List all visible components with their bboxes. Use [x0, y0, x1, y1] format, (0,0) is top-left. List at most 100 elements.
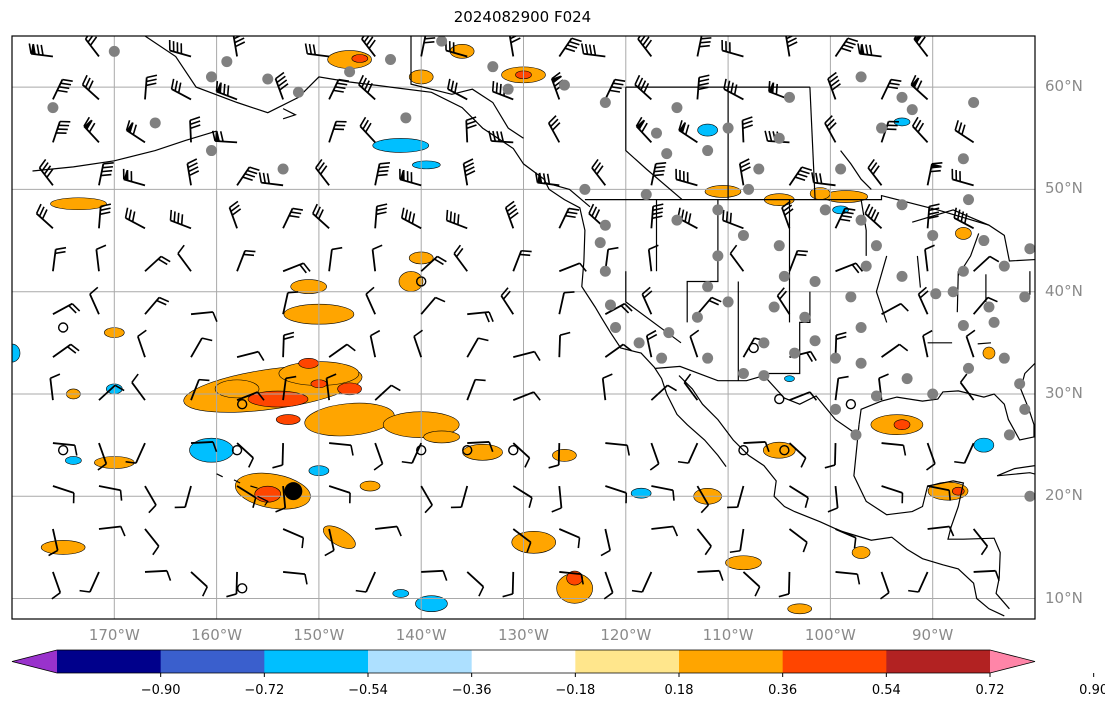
wind-barb — [462, 158, 476, 186]
wind-barb — [282, 331, 295, 358]
station-dot — [870, 240, 882, 252]
wind-barb — [600, 528, 611, 557]
wind-barb — [466, 571, 485, 597]
wind-barb — [97, 442, 108, 471]
station-dot — [855, 322, 867, 333]
negative-anomaly — [372, 138, 430, 153]
wind-barb — [361, 36, 376, 58]
station-dot — [855, 214, 867, 226]
wind-barb — [124, 207, 146, 230]
wind-barb — [98, 525, 126, 537]
colorbar-segment — [264, 650, 369, 673]
wind-barb — [811, 172, 836, 187]
negative-anomaly — [630, 487, 652, 499]
wind-barb — [601, 373, 613, 401]
wind-barb — [558, 262, 587, 273]
colorbar-tick-label: −0.54 — [348, 683, 388, 698]
station-dot — [205, 71, 217, 83]
wind-barb — [52, 246, 67, 272]
station-dot — [789, 347, 801, 359]
wind-barb — [834, 375, 849, 401]
wind-barb — [282, 291, 299, 315]
station-dot — [640, 189, 652, 201]
station-dot — [1024, 490, 1035, 502]
positive-anomaly — [787, 603, 813, 615]
wind-barb — [502, 571, 515, 598]
wind-barb — [635, 116, 653, 143]
station-dot — [870, 390, 882, 402]
wind-barb — [729, 244, 745, 272]
longitude-label: 110°W — [702, 626, 754, 644]
wind-barb — [689, 329, 700, 358]
wind-barb — [304, 43, 330, 58]
wind-barb — [697, 569, 724, 581]
positive-anomaly — [50, 197, 107, 211]
wind-barb — [512, 528, 532, 553]
cuba-outline — [996, 464, 1035, 477]
wind-barb — [605, 485, 628, 504]
station-dot — [737, 368, 749, 380]
strong-positive-anomaly — [247, 390, 309, 408]
wind-barb — [236, 391, 265, 401]
station-dot — [205, 145, 217, 157]
positive-anomaly — [398, 271, 424, 292]
wind-barb — [512, 442, 531, 468]
wind-barb — [857, 43, 882, 58]
wind-barb — [504, 200, 519, 229]
wind-barb — [236, 442, 255, 468]
wind-barb — [641, 286, 653, 315]
wind-barb — [413, 329, 423, 358]
station-dot — [896, 270, 908, 282]
wind-barb — [369, 329, 381, 358]
wind-barb — [834, 207, 856, 229]
wind-barb — [236, 166, 260, 186]
wind-barb — [373, 442, 384, 471]
wind-barb — [465, 116, 477, 143]
station-dot — [1019, 291, 1031, 303]
wind-barb — [645, 329, 658, 358]
wind-barb — [558, 37, 582, 57]
colorbar-segment — [575, 650, 680, 673]
station-dot — [712, 250, 724, 262]
wind-barb — [144, 74, 158, 100]
wind-barb — [51, 571, 62, 600]
wind-barb — [788, 528, 808, 553]
wind-barb — [743, 441, 770, 453]
wind-barb — [52, 302, 81, 315]
wind-barb — [742, 571, 761, 597]
wind-barb — [834, 37, 859, 57]
wind-barb — [28, 43, 54, 58]
calm-wind-circle — [738, 445, 749, 456]
station-dot — [998, 260, 1010, 272]
wind-barb — [144, 485, 157, 514]
station-dot — [983, 301, 995, 313]
station-dot — [702, 145, 714, 157]
station-dot — [671, 214, 683, 226]
aleutian-chain — [32, 130, 217, 172]
wind-barb — [421, 569, 448, 581]
wind-barb — [959, 373, 975, 401]
wind-barb — [723, 78, 744, 101]
wind-barb — [359, 116, 376, 143]
wind-barb — [275, 485, 287, 513]
state-border — [875, 255, 888, 323]
colorbar-tick-label: 0.90 — [1079, 683, 1105, 698]
wind-barb — [722, 209, 744, 230]
lake-superior — [912, 209, 990, 226]
wind-barb — [953, 207, 975, 230]
wind-barb — [864, 203, 883, 229]
station-dot — [722, 296, 734, 308]
wind-barb — [177, 244, 192, 272]
wind-barbs — [28, 36, 1000, 600]
station-dot — [599, 96, 611, 108]
negative-anomaly — [65, 456, 82, 465]
wind-barb — [190, 311, 218, 322]
positive-anomaly — [851, 546, 871, 559]
station-dot — [799, 311, 811, 323]
wind-barb — [547, 115, 561, 143]
positive-anomaly — [423, 430, 460, 444]
station-dot — [830, 403, 842, 415]
station-dot — [855, 357, 867, 369]
station-dot — [594, 237, 606, 249]
